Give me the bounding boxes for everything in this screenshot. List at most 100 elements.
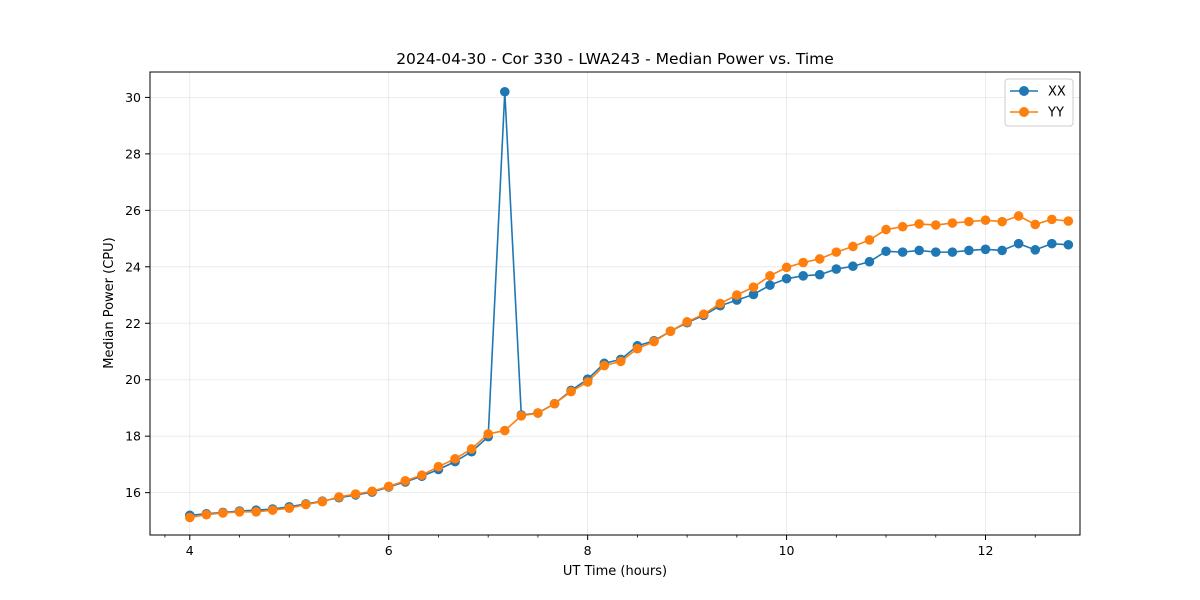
data-point-yy bbox=[267, 505, 278, 515]
data-point-xx bbox=[980, 244, 991, 255]
data-point-yy bbox=[848, 241, 858, 252]
data-point-yy bbox=[466, 444, 477, 454]
data-point-yy bbox=[284, 503, 295, 513]
data-point-yy bbox=[997, 216, 1007, 227]
data-point-yy bbox=[383, 481, 394, 492]
data-point-yy bbox=[781, 262, 792, 273]
data-point-xx bbox=[914, 245, 924, 256]
y-tick-label: 24 bbox=[125, 259, 141, 274]
y-tick-label: 20 bbox=[125, 372, 141, 387]
data-point-xx bbox=[897, 247, 908, 257]
data-point-xx bbox=[964, 245, 974, 256]
data-point-xx bbox=[765, 280, 775, 290]
data-point-yy bbox=[881, 224, 891, 235]
x-tick-label: 10 bbox=[779, 543, 795, 558]
x-axis-label: UT Time (hours) bbox=[563, 564, 667, 579]
data-point-yy bbox=[632, 343, 643, 354]
data-point-yy bbox=[218, 508, 228, 518]
data-point-yy bbox=[533, 408, 543, 418]
data-point-yy bbox=[864, 235, 875, 245]
data-point-yy bbox=[599, 360, 610, 371]
data-point-xx bbox=[1063, 239, 1074, 250]
data-point-yy bbox=[649, 336, 659, 347]
data-point-yy bbox=[748, 282, 759, 292]
data-point-yy bbox=[814, 254, 825, 264]
data-point-yy bbox=[964, 216, 974, 227]
data-point-yy bbox=[450, 453, 460, 464]
data-point-yy bbox=[417, 470, 427, 480]
data-point-yy bbox=[980, 215, 991, 226]
data-point-yy bbox=[251, 507, 261, 517]
data-point-xx bbox=[781, 273, 792, 284]
data-point-yy bbox=[765, 271, 775, 281]
data-point-yy bbox=[184, 512, 195, 523]
data-point-yy bbox=[665, 326, 676, 336]
data-point-yy bbox=[367, 486, 377, 497]
data-point-yy bbox=[1047, 214, 1057, 225]
data-point-yy bbox=[566, 386, 576, 397]
data-point-yy bbox=[947, 218, 958, 228]
data-point-xx bbox=[831, 264, 842, 274]
data-point-yy bbox=[698, 309, 709, 320]
data-point-xx bbox=[881, 246, 891, 257]
grid bbox=[150, 72, 1080, 535]
data-point-yy bbox=[433, 461, 444, 472]
chart-title: 2024-04-30 - Cor 330 - LWA243 - Median P… bbox=[396, 50, 834, 68]
y-tick-label: 28 bbox=[125, 146, 141, 161]
data-point-yy bbox=[317, 496, 328, 507]
data-point-xx bbox=[1047, 238, 1057, 249]
data-point-yy bbox=[1030, 219, 1041, 230]
data-point-xx bbox=[947, 247, 958, 257]
data-point-yy bbox=[798, 257, 808, 268]
legend-marker-yy bbox=[1019, 107, 1029, 117]
x-tick-label: 12 bbox=[978, 543, 994, 558]
y-tick-label: 30 bbox=[125, 90, 141, 105]
data-point-yy bbox=[1063, 216, 1074, 226]
data-point-yy bbox=[897, 221, 908, 232]
data-point-yy bbox=[499, 425, 510, 436]
plot-frame bbox=[149, 71, 1081, 536]
data-point-yy bbox=[1013, 211, 1024, 221]
series-yy bbox=[184, 211, 1074, 523]
x-tick-label: 6 bbox=[385, 543, 393, 558]
y-tick-label: 16 bbox=[125, 485, 141, 500]
data-point-xx bbox=[848, 261, 858, 272]
legend-label-yy: YY bbox=[1047, 106, 1064, 121]
legend-marker-xx bbox=[1019, 86, 1029, 96]
data-point-xx bbox=[997, 245, 1007, 256]
data-point-yy bbox=[516, 411, 527, 421]
data-point-yy bbox=[483, 429, 493, 439]
data-point-yy bbox=[682, 317, 692, 327]
data-point-xx bbox=[1013, 238, 1024, 249]
data-point-yy bbox=[201, 509, 212, 520]
legend: XX YY bbox=[1004, 78, 1074, 127]
data-point-xx bbox=[864, 256, 875, 267]
x-tick-label: 4 bbox=[186, 543, 194, 558]
data-point-yy bbox=[234, 507, 245, 517]
data-point-xx bbox=[1030, 245, 1041, 255]
data-point-yy bbox=[549, 398, 560, 409]
data-point-yy bbox=[582, 377, 593, 387]
data-point-yy bbox=[914, 219, 924, 229]
data-point-yy bbox=[615, 356, 626, 367]
data-point-yy bbox=[400, 476, 411, 486]
y-tick-label: 26 bbox=[125, 203, 141, 218]
data-point-yy bbox=[301, 499, 311, 510]
axis-ticks: 4 6 8 10 12 16 18 20 22 24 26 28 30 bbox=[125, 90, 1036, 558]
data-point-xx bbox=[499, 86, 510, 97]
legend-label-xx: XX bbox=[1048, 85, 1066, 100]
data-point-yy bbox=[715, 298, 726, 309]
y-tick-label: 18 bbox=[125, 429, 141, 444]
y-tick-label: 22 bbox=[125, 316, 141, 331]
data-point-yy bbox=[350, 489, 361, 499]
data-point-yy bbox=[334, 492, 344, 502]
x-tick-label: 8 bbox=[584, 543, 592, 558]
data-point-xx bbox=[798, 271, 808, 281]
data-point-yy bbox=[831, 247, 842, 257]
data-point-xx bbox=[814, 269, 825, 280]
y-axis-label: Median Power (CPU) bbox=[102, 237, 117, 368]
series-layer bbox=[184, 86, 1074, 523]
data-point-xx bbox=[930, 247, 941, 257]
